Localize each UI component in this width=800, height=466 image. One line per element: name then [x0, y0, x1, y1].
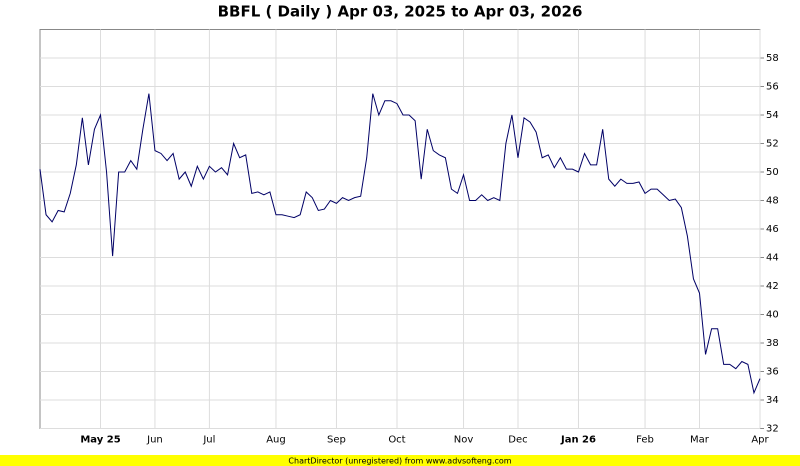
- y-tick-label: 40: [766, 310, 779, 321]
- y-tick-label: 34: [766, 395, 779, 406]
- y-tick-label: 36: [766, 367, 779, 378]
- y-tick-label: 52: [766, 139, 779, 150]
- x-tick-label: Jul: [202, 435, 215, 446]
- y-tick-label: 54: [766, 110, 779, 121]
- y-tick-label: 56: [766, 82, 779, 93]
- x-tick-label: Jun: [146, 435, 163, 446]
- x-tick-label: Mar: [690, 435, 710, 446]
- y-tick-label: 58: [766, 53, 779, 64]
- x-tick-label: Apr: [751, 435, 769, 446]
- chart-title: BBFL ( Daily ) Apr 03, 2025 to Apr 03, 2…: [218, 3, 583, 21]
- x-tick-label: Aug: [266, 435, 286, 446]
- x-tick-label: Dec: [508, 435, 527, 446]
- footer-bar: [0, 455, 800, 466]
- x-tick-label: Oct: [388, 435, 405, 446]
- y-tick-label: 48: [766, 196, 779, 207]
- x-tick-label: Jan 26: [560, 435, 596, 446]
- y-tick-label: 50: [766, 167, 779, 178]
- y-tick-label: 46: [766, 224, 779, 235]
- x-tick-label: Nov: [454, 435, 474, 446]
- y-tick-label: 42: [766, 281, 779, 292]
- x-tick-label: May 25: [80, 435, 120, 446]
- y-tick-label: 38: [766, 338, 779, 349]
- price-line: [39, 93, 761, 395]
- y-tick-label: 44: [766, 253, 779, 264]
- y-tick-label: 32: [766, 424, 779, 435]
- x-tick-label: Feb: [636, 435, 654, 446]
- x-tick-label: Sep: [327, 435, 346, 446]
- footer: ChartDirector (unregistered) from www.ad…: [288, 457, 511, 466]
